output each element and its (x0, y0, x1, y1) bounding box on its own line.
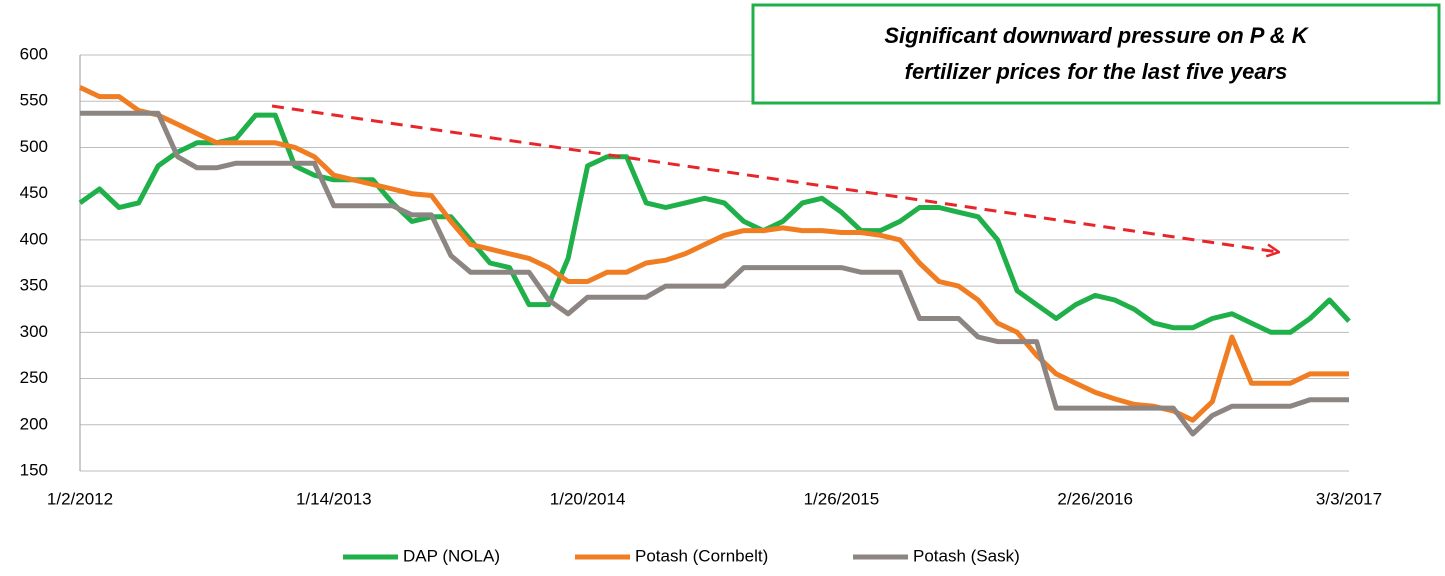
data-line (80, 110, 1349, 437)
x-tick-label: 3/3/2017 (1316, 489, 1382, 508)
x-tick-label: 1/2/2012 (47, 489, 113, 508)
y-tick-label: 200 (20, 414, 48, 433)
data-line (78, 85, 1349, 423)
y-tick-label: 300 (20, 322, 48, 341)
y-tick-label: 600 (20, 44, 48, 63)
x-tick-label: 2/26/2016 (1057, 489, 1133, 508)
legend-label: DAP (NOLA) (403, 546, 500, 565)
annotation-box (751, 3, 1441, 105)
y-tick-label: 350 (20, 276, 48, 295)
annotation: fertilizer prices for the last five year… (905, 59, 1288, 84)
x-tick-label: 1/14/2013 (296, 489, 372, 508)
data-line (78, 112, 1351, 335)
y-tick-label: 550 (20, 91, 48, 110)
legend-label: Potash (Cornbelt) (635, 546, 768, 565)
y-tick-label: 400 (20, 229, 48, 248)
trend-arrow (271, 104, 1278, 252)
y-tick-label: 500 (20, 137, 48, 156)
y-tick-label: 450 (20, 183, 48, 202)
y-tick-label: 150 (20, 460, 48, 479)
y-tick-label: 250 (20, 368, 48, 387)
annotation: Significant downward pressure on P & K (884, 23, 1309, 48)
legend-label: Potash (Sask) (913, 546, 1020, 565)
x-tick-label: 1/20/2014 (550, 489, 626, 508)
x-tick-label: 1/26/2015 (804, 489, 880, 508)
